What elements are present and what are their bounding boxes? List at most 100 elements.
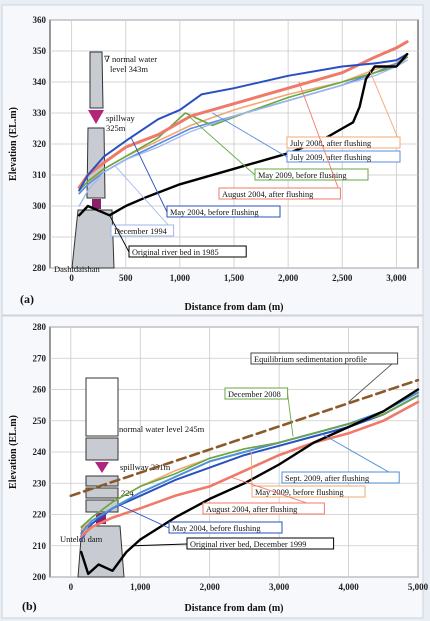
panel-a-callouts: July 2008, after flushing July 2009, afte… [109, 69, 401, 258]
panel-a-y-tick-label: 320 [33, 139, 47, 149]
panel-a-y-tick-label: 350 [33, 46, 47, 56]
panel-a-callout-box-original-river-bed-in-1985 [128, 245, 247, 258]
panel-a-y-axis-title: Elevation (EL.m) [8, 107, 19, 181]
panel-b-ticks: 200 210 220 230 240 250 260 270 280 0 1,000 2,000 3,… [33, 322, 429, 592]
panel-a-series-line-august-2004-after-flushing [77, 40, 409, 189]
panel-b-y-tick-label: 250 [33, 416, 47, 426]
panel-b-callout-box-equilibrium-sedimentation-profile [250, 352, 399, 365]
panel-a-callout-box-december-1994 [110, 224, 175, 237]
panel-b-y-tick-label: 240 [33, 447, 47, 457]
panel-a-callout-label-july-2008-after-flushing: July 2008, after flushing [290, 139, 371, 148]
panel-a-callout-label-august-2004-after-flushing: August 2004, after flushing [222, 190, 313, 199]
panel-b-x-tick-label: 1,000 [130, 582, 151, 592]
panel-b-x-axis-title: Distance from dam (m) [185, 603, 284, 614]
panel-a-callout-leader-original-river-bed-in-1985 [109, 215, 130, 253]
panel-a-callout-leader-december-1994 [114, 165, 174, 232]
panel-a: ∇ normal water level 343m spillway 325m … [1, 4, 424, 316]
panel-b-callout-box-may-2009-before-flushing [251, 485, 366, 498]
panel-b-series-line-original-river-bed-december-1999 [79, 388, 420, 576]
panel-b-y-tick-label: 220 [33, 510, 47, 520]
panel-a-normal-water-label: ∇ normal water [104, 54, 157, 64]
panel-a-callout-box-july-2008-after-flushing [286, 136, 401, 149]
panel-b-x-tick-label: 2,000 [200, 582, 221, 592]
panel-a-callout-leader-july-2009-after-flushing [212, 112, 288, 158]
panel-b-x-tick-label: 3,000 [269, 582, 290, 592]
panel-b-spillway-marker [95, 462, 109, 473]
panel-b-callout-leader-may-2009-before-flushing [250, 451, 253, 493]
panel-b-y-tick-label: 280 [33, 322, 47, 332]
panel-a-series-line-december-1994 [78, 59, 408, 207]
panel-b-callout-label-december-2008: December 2008 [228, 390, 281, 399]
panel-b-callout-box-december-2008 [224, 387, 289, 400]
panel-b-callout-box-sept-2009-after-flushing [281, 471, 400, 484]
panel-a-dam-upper-block [89, 51, 104, 109]
panel-b-series-line-december-2008 [80, 394, 419, 528]
panel-a-callout-label-december-1994: December 1994 [114, 227, 168, 236]
panel-a-callout-leader-july-2008-after-flushing [368, 69, 401, 144]
panel-b-spillway-label: spillway 231m [120, 462, 171, 472]
panel-b-series-line-august-2004-after-flushing [79, 400, 420, 538]
panel-a-x-tick-label: 3,000 [386, 273, 407, 283]
panel-b-normal-water-label: normal water level 245m [119, 424, 205, 434]
panel-b-callout-leader-may-2004-before-flushing [119, 504, 170, 529]
panel-b-x-tick-label: 5,000 [408, 582, 429, 592]
panel-a-dam-name-label: Dashidaishan [54, 264, 101, 274]
panel-a-callout-label-original-river-bed-in-1985: Original river bed in 1985 [132, 248, 219, 257]
panel-b-callout-label-original-river-bed-december-1999: Original river bed, December 1999 [190, 540, 306, 549]
panel-b-dam-top-block [85, 377, 119, 437]
panel-b-y-axis-title: Elevation (EL.m) [8, 415, 19, 489]
panel-a-x-tick-label: 2,000 [278, 273, 299, 283]
panel-b-x-tick-label: 0 [69, 582, 74, 592]
panel-b-callout-leader-december-2008 [287, 393, 294, 437]
panel-b-y-tick-label: 270 [33, 353, 47, 363]
panel-a-callout-label-may-2009-before-flushing: May 2009, before flushing [258, 171, 346, 180]
panel-a-y-tick-label: 340 [33, 77, 47, 87]
panel-a-dam-lower-block [71, 209, 115, 269]
panel-b-y-tick-label: 260 [33, 385, 47, 395]
panel-b-series-line-equilibrium-sedimentation-profile [69, 378, 420, 498]
panel-a-callout-label-july-2009-after-flushing: July 2009, after flushing [290, 153, 371, 162]
panel-a-x-axis-title: Distance from dam (m) [185, 302, 284, 313]
panel-a-callout-leader-august-2004-after-flushing [298, 81, 341, 195]
panel-a-x-tick-label: 500 [119, 273, 133, 283]
panel-a-callout-box-may-2009-before-flushing [254, 168, 369, 181]
panel-b-dam-base-block [77, 525, 125, 578]
panel-b-callout-label-equilibrium-sedimentation-profile: Equilibrium sedimentation profile [254, 355, 367, 364]
panel-b: normal water level 245m spillway 231m 22… [1, 315, 429, 619]
panel-b-callout-label-sept-2009-after-flushing: Sept. 2009, after flushing [285, 474, 369, 483]
panel-b-y-tick-label: 210 [33, 541, 47, 551]
panel-a-outlet-marker [92, 199, 101, 209]
panel-a-callout-leader-may-2004-before-flushing [130, 137, 168, 213]
panel-b-callout-box-original-river-bed-december-1999 [186, 537, 335, 550]
panel-b-y-tick-label: 200 [33, 572, 47, 582]
panel-a-dam-structure: ∇ normal water level 343m spillway 325m … [54, 51, 157, 274]
panel-a-series-line-may-2004-before-flushing [78, 53, 409, 192]
panel-b-callout-box-august-2004-after-flushing [202, 502, 325, 515]
panel-a-y-tick-label: 360 [33, 15, 47, 25]
panel-b-outlet-marker [96, 513, 106, 524]
panel-a-callout-leader-may-2009-before-flushing [188, 115, 256, 176]
panel-b-dam-mid-block [85, 487, 119, 499]
panel-a-normal-water-level-label: level 343m [110, 64, 148, 74]
panel-b-x-tick-label: 4,000 [338, 582, 359, 592]
panel-b-dam-upper-block [85, 437, 119, 461]
panel-a-series-line-may-2009-before-flushing [78, 56, 409, 192]
panel-a-spillway-label: spillway [106, 113, 136, 123]
panel-b-y-tick-label: 230 [33, 478, 47, 488]
panel-a-y-tick-label: 290 [33, 232, 47, 242]
panel-a-callout-box-may-2004-before-flushing [166, 205, 281, 218]
panel-a-spillway-level-label: 325m [106, 123, 126, 133]
panel-a-x-tick-label: 1,000 [170, 273, 191, 283]
panel-a-y-tick-label: 330 [33, 108, 47, 118]
panel-a-y-tick-label: 310 [33, 170, 47, 180]
panel-b-callout-leader-equilibrium-sedimentation-profile [348, 358, 398, 403]
panel-a-y-tick-label: 280 [33, 263, 47, 273]
panel-b-series-lines [69, 378, 420, 576]
panel-a-x-tick-label: 1,500 [224, 273, 245, 283]
panel-a-x-tick-label: 2,500 [332, 273, 353, 283]
panel-a-callout-label-may-2004-before-flushing: May 2004, before flushing [170, 208, 258, 217]
panel-a-callout-box-july-2009-after-flushing [286, 150, 401, 163]
panel-b-callout-leader-original-river-bed-december-1999 [133, 543, 188, 547]
panel-b-callout-label-may-2004-before-flushing: May 2004, before flushing [172, 524, 260, 533]
